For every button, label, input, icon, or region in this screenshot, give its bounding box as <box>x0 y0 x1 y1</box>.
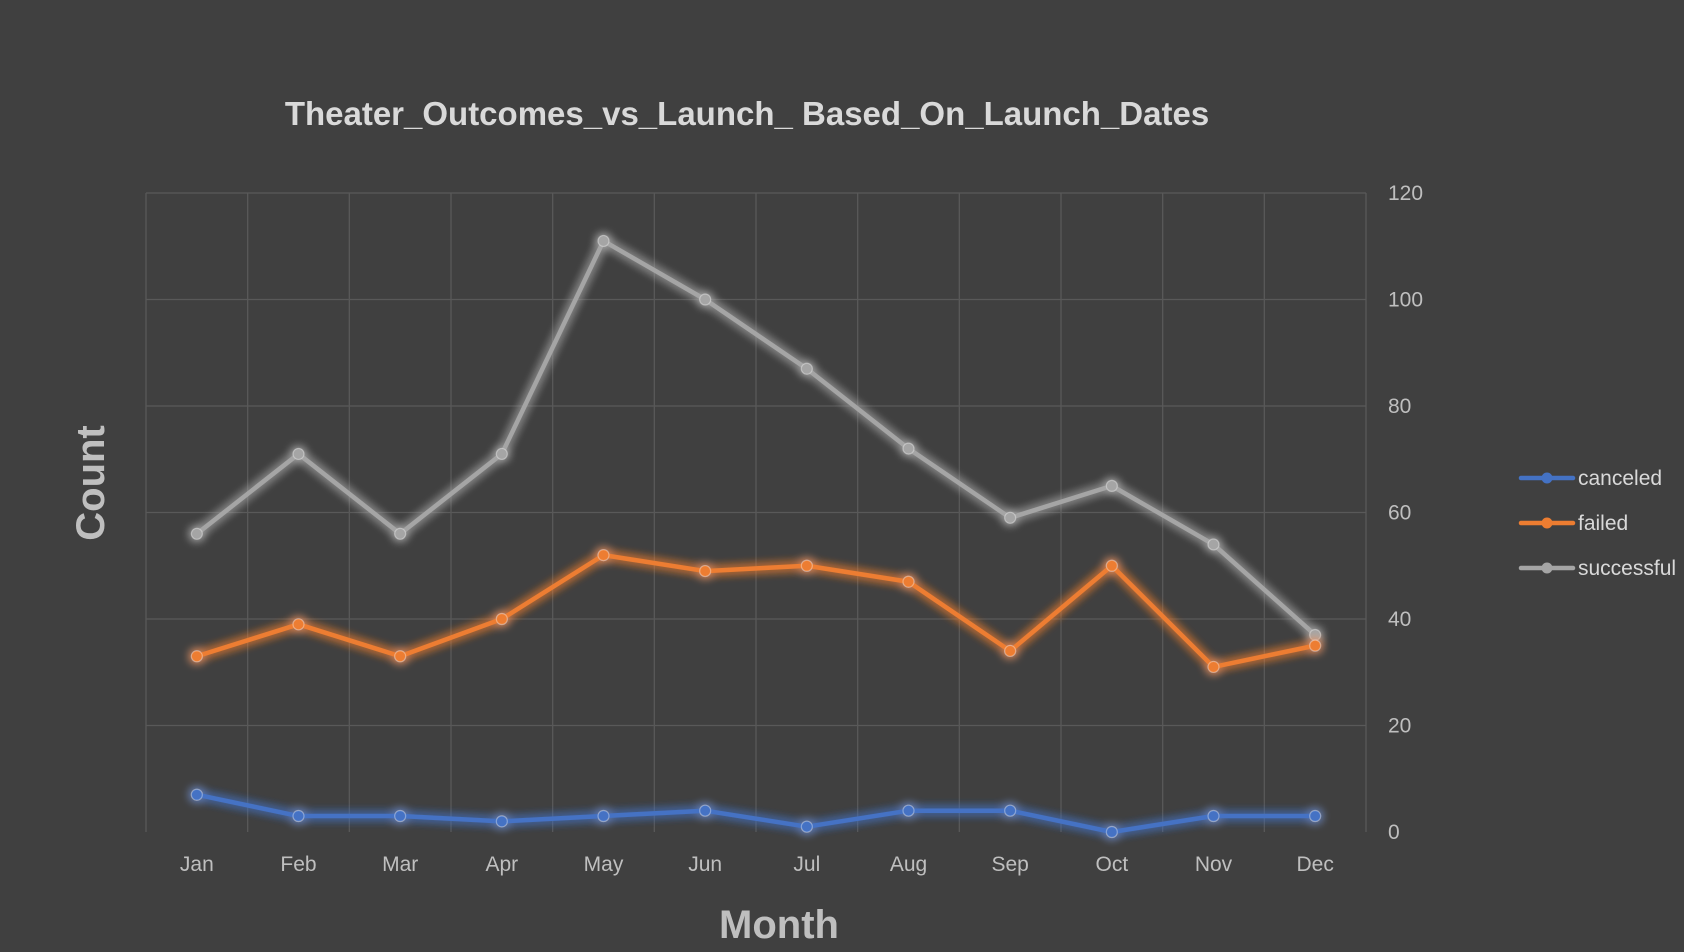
series-line-canceled <box>194 792 1318 835</box>
y-tick-label: 0 <box>1388 821 1400 844</box>
y-axis-title: Count <box>69 425 113 541</box>
data-point-successful <box>800 362 813 375</box>
x-axis-title: Month <box>719 903 839 947</box>
data-point-successful <box>902 442 915 455</box>
data-point-failed <box>292 618 305 631</box>
series-failed <box>190 548 1322 674</box>
legend-item-failed: failed <box>1518 512 1628 535</box>
series-line-successful <box>194 238 1318 638</box>
y-tick-label: 40 <box>1388 608 1411 631</box>
y-tick-label: 120 <box>1388 182 1423 205</box>
data-point-successful <box>394 527 407 540</box>
legend-label: failed <box>1578 512 1628 535</box>
x-tick-label: May <box>584 853 624 876</box>
data-point-canceled <box>1309 809 1322 823</box>
data-point-canceled <box>1105 825 1118 839</box>
x-tick-label: Jan <box>180 853 214 876</box>
data-point-failed <box>1207 660 1220 674</box>
data-point-successful <box>597 234 610 248</box>
y-tick-label: 100 <box>1388 289 1423 312</box>
x-tick-label: Jun <box>688 853 722 876</box>
gridlines <box>145 192 1367 832</box>
data-point-failed <box>800 559 813 572</box>
series-lines <box>190 234 1322 839</box>
x-tick-label: Dec <box>1296 853 1333 876</box>
y-axis-ticks: 0 20 40 60 80 100 120 <box>1388 182 1423 844</box>
x-tick-label: Oct <box>1095 853 1128 876</box>
data-point-successful <box>190 527 203 540</box>
y-tick-label: 60 <box>1388 502 1411 525</box>
chart-title: Theater_Outcomes_vs_Launch_ Based_On_Lau… <box>285 95 1209 132</box>
x-tick-label: Feb <box>280 853 316 876</box>
series-canceled <box>190 788 1322 839</box>
data-point-canceled <box>292 809 305 823</box>
x-tick-label: Sep <box>991 853 1028 876</box>
data-point-canceled <box>1004 804 1017 817</box>
legend-item-successful: successful <box>1518 557 1676 580</box>
data-point-successful <box>699 293 712 306</box>
data-point-canceled <box>394 809 407 823</box>
data-point-canceled <box>800 820 813 833</box>
legend-marker <box>1541 562 1553 574</box>
x-tick-label: Apr <box>485 853 518 876</box>
data-point-canceled <box>699 804 712 817</box>
data-point-failed <box>1309 639 1322 652</box>
x-tick-label: Jul <box>793 853 820 876</box>
x-tick-label: Aug <box>890 853 927 876</box>
data-point-failed <box>1004 644 1017 658</box>
data-point-successful <box>1207 538 1220 551</box>
legend-marker <box>1541 517 1553 529</box>
data-point-canceled <box>902 804 915 817</box>
x-tick-label: Nov <box>1195 853 1233 876</box>
data-point-failed <box>902 575 915 588</box>
legend-marker <box>1541 472 1553 484</box>
legend-label: successful <box>1578 557 1676 580</box>
data-point-canceled <box>190 788 203 801</box>
data-point-canceled <box>597 809 610 823</box>
data-point-failed <box>1105 559 1118 572</box>
data-point-successful <box>1004 511 1017 524</box>
x-tick-label: Mar <box>382 853 418 876</box>
data-point-failed <box>699 564 712 578</box>
data-point-canceled <box>1207 809 1220 823</box>
data-point-successful <box>1105 479 1118 492</box>
data-point-failed <box>597 548 610 562</box>
data-point-failed <box>190 650 203 663</box>
y-tick-label: 80 <box>1388 395 1411 418</box>
legend-label: canceled <box>1578 467 1662 490</box>
data-point-successful <box>292 447 305 461</box>
data-point-failed <box>394 650 407 663</box>
series-successful <box>190 234 1322 642</box>
series-line-failed <box>194 552 1318 670</box>
data-point-canceled <box>495 815 508 828</box>
data-point-successful <box>1309 628 1322 642</box>
data-point-successful <box>495 447 508 461</box>
x-axis-ticks: Jan Feb Mar Apr May Jun Jul Aug Sep Oct Nov Dec <box>180 853 1334 876</box>
legend-item-canceled: canceled <box>1518 467 1662 490</box>
data-point-failed <box>495 612 508 626</box>
y-tick-label: 20 <box>1388 715 1411 738</box>
legend: canceled failed successful <box>1518 467 1676 580</box>
